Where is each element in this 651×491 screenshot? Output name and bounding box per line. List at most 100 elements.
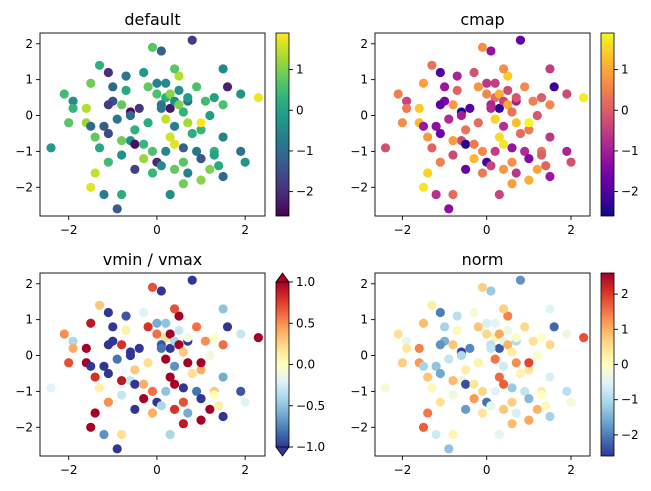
data-point — [178, 383, 188, 393]
data-point — [165, 132, 175, 142]
subplot-title: norm — [462, 250, 504, 269]
data-point — [156, 46, 166, 56]
data-point — [147, 168, 158, 178]
data-point — [418, 78, 429, 88]
data-point — [545, 411, 555, 422]
data-point — [165, 103, 175, 113]
data-point — [86, 121, 96, 131]
data-point — [86, 78, 96, 88]
data-point — [169, 361, 180, 371]
data-point — [524, 358, 534, 368]
data-point — [536, 92, 547, 103]
axes-frame — [374, 32, 591, 217]
data-point — [579, 332, 589, 343]
data-point — [503, 100, 513, 110]
y-tick-label: −2 — [15, 180, 33, 194]
data-point — [448, 189, 458, 200]
data-point — [486, 343, 496, 353]
data-point — [196, 393, 206, 404]
data-point — [494, 343, 504, 353]
data-point — [218, 340, 228, 350]
data-point — [461, 404, 471, 414]
data-point — [456, 110, 467, 121]
data-point — [174, 311, 184, 321]
data-point — [143, 118, 153, 128]
data-point — [178, 157, 188, 167]
data-point — [169, 379, 180, 389]
data-point — [214, 161, 224, 171]
colorbar-gradient — [601, 273, 614, 456]
data-point — [112, 204, 122, 214]
colorbar-tick-label: 1.0 — [296, 275, 315, 289]
data-point — [240, 397, 250, 407]
data-point — [486, 161, 496, 171]
data-point — [147, 146, 158, 157]
data-point — [435, 307, 445, 318]
data-point — [117, 189, 127, 200]
data-point — [503, 340, 513, 350]
data-point — [147, 282, 158, 292]
data-point — [477, 42, 488, 52]
data-point — [152, 329, 162, 339]
data-point — [103, 397, 113, 407]
data-point — [473, 82, 483, 92]
data-point — [117, 340, 127, 350]
data-point — [444, 444, 454, 454]
data-point — [178, 107, 188, 117]
data-point — [423, 168, 433, 178]
data-point — [444, 354, 454, 364]
data-point — [169, 164, 180, 174]
y-tick-label: −1 — [15, 144, 33, 158]
data-point — [112, 114, 122, 124]
data-point — [253, 332, 263, 343]
data-point — [169, 304, 180, 314]
data-point — [482, 329, 492, 339]
y-tick-label: 0 — [360, 349, 368, 363]
data-point — [178, 397, 188, 407]
data-point — [103, 340, 113, 350]
data-point — [183, 332, 193, 343]
subplot-1: default −2 0 2 −2 −1 0 1 2 −2 −1 0 1 — [15, 10, 313, 237]
data-point — [461, 164, 471, 174]
data-point — [165, 429, 175, 440]
scatter-points — [380, 275, 589, 454]
data-point — [439, 322, 450, 332]
data-point — [112, 354, 122, 364]
data-point — [196, 153, 206, 164]
colorbar-tick-label: −1 — [621, 393, 639, 407]
data-point — [427, 143, 437, 153]
x-tick-label: 2 — [241, 223, 249, 237]
data-point — [200, 336, 211, 346]
data-point — [524, 415, 534, 425]
data-point — [473, 118, 483, 128]
data-point — [511, 168, 521, 178]
data-point — [169, 404, 180, 414]
data-point — [507, 143, 517, 153]
data-point — [196, 125, 206, 135]
data-point — [222, 82, 233, 92]
x-tick-label: −2 — [60, 463, 78, 477]
data-point — [524, 118, 534, 128]
data-point — [418, 121, 429, 131]
data-point — [393, 329, 403, 339]
data-point — [236, 329, 246, 339]
colorbar-tick-label: −2 — [621, 428, 639, 442]
data-point — [536, 390, 547, 400]
data-point — [192, 82, 202, 92]
data-point — [218, 304, 228, 314]
colorbar-gradient — [276, 33, 289, 216]
data-point — [465, 103, 475, 113]
data-point — [108, 322, 118, 332]
data-point — [435, 340, 445, 350]
data-point — [205, 164, 215, 174]
data-point — [439, 82, 450, 92]
data-point — [178, 179, 188, 189]
data-point — [187, 128, 197, 139]
data-point — [209, 332, 219, 343]
data-point — [490, 386, 500, 397]
data-point — [121, 71, 131, 81]
data-point — [174, 340, 184, 350]
data-point — [117, 429, 127, 440]
colorbar: −1.0 −0.5 0.0 0.5 1.0 — [275, 272, 325, 457]
data-point — [178, 347, 188, 357]
